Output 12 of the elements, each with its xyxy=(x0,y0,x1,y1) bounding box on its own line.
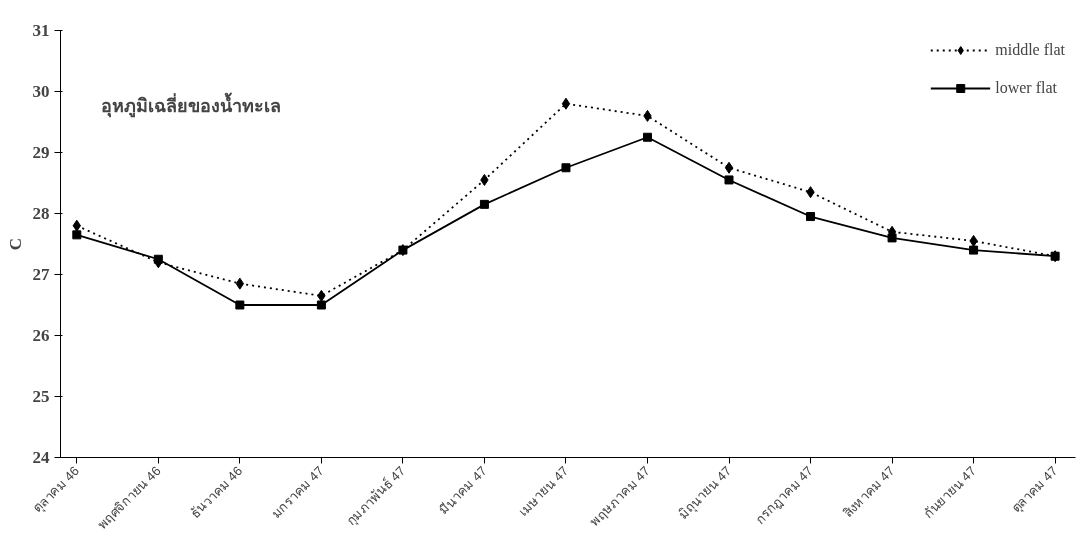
y-tick-label: 28 xyxy=(32,204,50,223)
y-tick-label: 29 xyxy=(32,143,50,162)
text: อุหภูมิเฉลี่ยของน้ำทะเล xyxy=(101,91,282,118)
y-axis-title: C xyxy=(5,237,25,251)
y-tick-label: 25 xyxy=(32,387,50,406)
y-tick-label: 26 xyxy=(32,326,50,345)
y-tick-label: 31 xyxy=(32,21,50,40)
legend-label: lower flat xyxy=(995,79,1057,97)
legend-label: middle flat xyxy=(995,41,1065,59)
y-tick-label: 27 xyxy=(32,265,50,284)
y-tick-label: 24 xyxy=(32,448,50,467)
y-tick-label: 30 xyxy=(32,82,50,101)
